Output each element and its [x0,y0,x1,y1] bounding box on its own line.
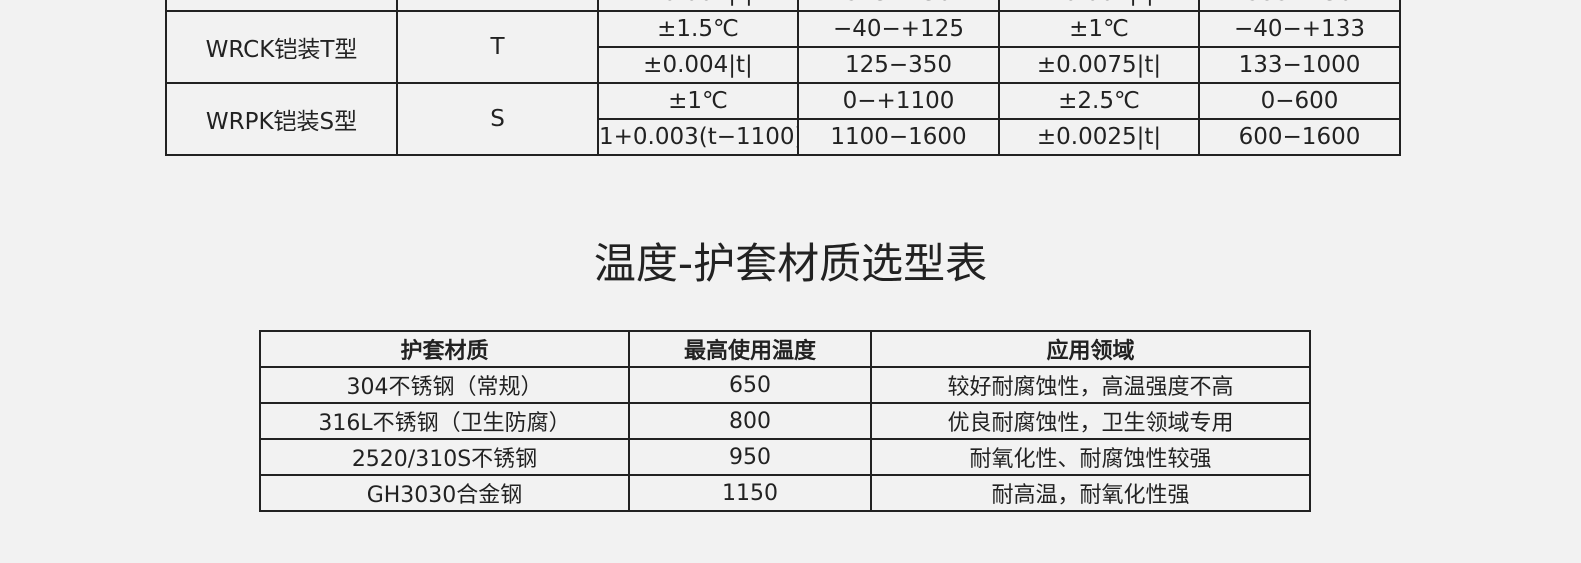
cell: 最高使用温度 [628,330,872,368]
cell: 333−750 [1198,0,1401,12]
cell: 1100−1600 [797,118,1000,156]
cell: ±0.0075|t| [998,46,1200,84]
cell: 耐高温，耐氧化性强 [870,474,1311,512]
material-table: 护套材质 最高使用温度 应用领域 304不锈钢（常规） 650 较好耐腐蚀性，高温强度不高… [259,330,1311,512]
cell: 0−+1100 [797,82,1000,120]
cell: 耐氧化性、耐腐蚀性较强 [870,438,1311,476]
cell: GH3030合金钢 [259,474,630,512]
cell: ±1℃ [597,82,799,120]
cell: ±0.004|t| [597,0,799,12]
section-title: 温度-护套材质选型表 [593,239,988,288]
cell: ±0.0025|t| [998,118,1200,156]
cell: S [396,82,599,156]
cell: 950 [628,438,872,476]
cell: ±2.5℃ [998,82,1200,120]
cell: 护套材质 [259,330,630,368]
cell: 133−1000 [1198,46,1401,84]
cell [165,0,398,12]
cell: 316L不锈钢（卫生防腐） [259,402,630,440]
cell: T [396,10,599,84]
cell: ±0.004|t| [597,46,799,84]
cell: 较好耐腐蚀性，高温强度不高 [870,366,1311,404]
table-row: 2520/310S不锈钢 950 耐氧化性、耐腐蚀性较强 [259,438,1311,476]
table-row: 护套材质 最高使用温度 应用领域 [259,330,1311,368]
cell: 125−350 [797,46,1000,84]
cell: 600−1600 [1198,118,1401,156]
table-row: 304不锈钢（常规） 650 较好耐腐蚀性，高温强度不高 [259,366,1311,404]
cell: −40−+133 [1198,10,1401,48]
cell: 应用领域 [870,330,1311,368]
cell: WRCK铠装T型 [165,10,398,84]
cell: 1+0.003(t−1100) [597,118,799,156]
cell: 304不锈钢（常规） [259,366,630,404]
table-row: 316L不锈钢（卫生防腐） 800 优良耐腐蚀性，卫生领域专用 [259,402,1311,440]
cell [396,0,599,12]
table-row: GH3030合金钢 1150 耐高温，耐氧化性强 [259,474,1311,512]
cell: ±1℃ [998,10,1200,48]
cell: 650 [628,366,872,404]
spec-table: ±0.004|t|375−750±0.004|t|333−750 WRCK铠装T… [165,0,1401,156]
cell: ±0.004|t| [998,0,1200,12]
cell: 800 [628,402,872,440]
cell: 2520/310S不锈钢 [259,438,630,476]
cell: 0−600 [1198,82,1401,120]
cell: 1150 [628,474,872,512]
cell: −40−+125 [797,10,1000,48]
cell: 优良耐腐蚀性，卫生领域专用 [870,402,1311,440]
cell: 375−750 [797,0,1000,12]
cell: ±1.5℃ [597,10,799,48]
cell: WRPK铠装S型 [165,82,398,156]
